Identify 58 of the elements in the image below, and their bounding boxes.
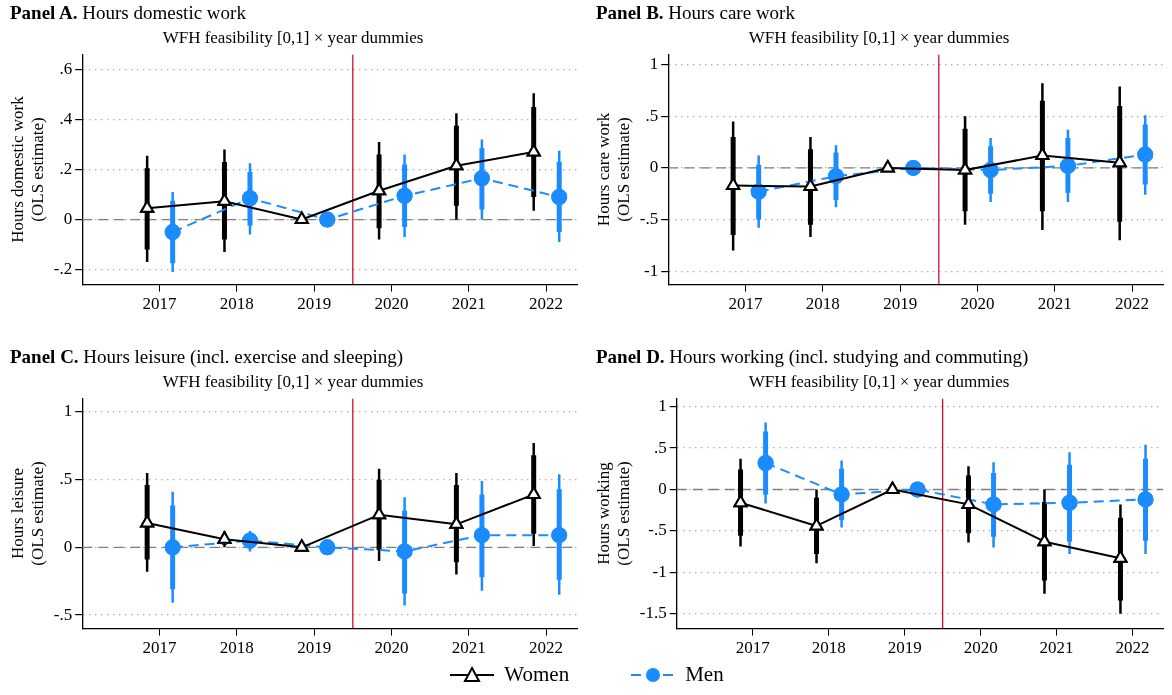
y-tick-label: 1 bbox=[658, 396, 667, 416]
y-tick-label: .5 bbox=[59, 469, 73, 489]
y-tick-label: .5 bbox=[645, 105, 659, 125]
chart-subtitle: WFH feasibility [0,1] × year dummies bbox=[748, 371, 1010, 391]
y-tick-label: -.2 bbox=[53, 259, 73, 279]
x-tick-label: 2018 bbox=[219, 638, 254, 658]
x-tick-label: 2021 bbox=[1037, 294, 1072, 314]
x-tick-label: 2022 bbox=[1115, 638, 1150, 658]
y-tick-label: -.5 bbox=[648, 520, 667, 540]
x-tick-label: 2018 bbox=[219, 294, 254, 314]
x-tick-label: 2022 bbox=[529, 294, 564, 314]
y-tick-label: .6 bbox=[59, 58, 73, 78]
x-tick-label: 2020 bbox=[960, 294, 995, 314]
y-tick-label: -.5 bbox=[53, 604, 73, 624]
y-tick-label: 0 bbox=[63, 536, 73, 556]
x-tick-label: 2017 bbox=[735, 638, 771, 658]
y-axis-title: Hours leisure (OLS estimate) bbox=[7, 461, 48, 566]
x-tick-label: 2020 bbox=[374, 638, 409, 658]
x-tick-label: 2021 bbox=[451, 638, 486, 658]
y-tick-label: 1 bbox=[649, 54, 659, 74]
x-tick-label: 2019 bbox=[297, 294, 332, 314]
y-tick-label: .4 bbox=[59, 108, 73, 128]
chart-subtitle: WFH feasibility [0,1] × year dummies bbox=[162, 371, 424, 391]
x-tick-label: 2017 bbox=[142, 638, 178, 658]
x-tick-label: 2021 bbox=[451, 294, 486, 314]
chart-title: Panel C. Hours leisure (incl. exercise and sleeping) bbox=[10, 346, 405, 369]
x-tick-label: 2019 bbox=[887, 638, 922, 658]
x-tick-label: 2020 bbox=[963, 638, 998, 658]
chart-subtitle: WFH feasibility [0,1] × year dummies bbox=[748, 27, 1010, 47]
x-tick-label: 2019 bbox=[883, 294, 918, 314]
y-tick-label: -1.5 bbox=[639, 603, 667, 623]
y-tick-label: .5 bbox=[653, 437, 667, 457]
x-tick-label: 2018 bbox=[811, 638, 846, 658]
x-tick-label: 2019 bbox=[297, 638, 332, 658]
y-tick-label: -.5 bbox=[639, 209, 659, 229]
chart-title: Panel A. Hours domestic work bbox=[10, 2, 247, 25]
x-tick-label: 2021 bbox=[1039, 638, 1074, 658]
chart-subtitle: WFH feasibility [0,1] × year dummies bbox=[162, 27, 424, 47]
y-tick-label: 0 bbox=[63, 209, 73, 229]
y-axis-title: Hours working (OLS estimate) bbox=[593, 461, 634, 566]
chart-title: Panel D. Hours working (incl. studying and commuting) bbox=[596, 346, 1030, 369]
x-tick-label: 2022 bbox=[1115, 294, 1150, 314]
x-tick-label: 2020 bbox=[374, 294, 409, 314]
y-axis-title: Hours care work (OLS estimate) bbox=[593, 112, 634, 227]
legend-label: Women bbox=[504, 662, 570, 687]
y-tick-label: -1 bbox=[644, 260, 659, 280]
legend-label: Men bbox=[685, 662, 724, 687]
x-tick-label: 2017 bbox=[728, 294, 764, 314]
x-tick-label: 2018 bbox=[805, 294, 840, 314]
y-tick-label: 0 bbox=[649, 157, 659, 177]
x-tick-label: 2017 bbox=[142, 294, 178, 314]
y-tick-label: 0 bbox=[658, 478, 667, 498]
y-axis-title: Hours domestic work (OLS estimate) bbox=[7, 95, 48, 243]
y-tick-label: -1 bbox=[652, 561, 667, 581]
y-tick-label: 1 bbox=[63, 401, 73, 421]
y-tick-label: .2 bbox=[59, 158, 73, 178]
x-tick-label: 2022 bbox=[529, 638, 564, 658]
chart-title: Panel B. Hours care work bbox=[596, 2, 796, 25]
